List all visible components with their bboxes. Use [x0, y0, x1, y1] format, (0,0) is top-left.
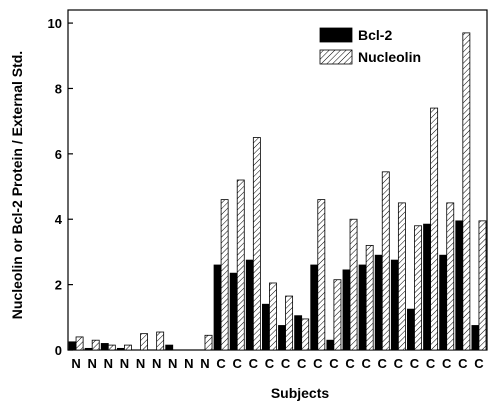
bar — [446, 202, 455, 351]
x-tick-label: N — [136, 356, 145, 371]
y-tick-label: 4 — [55, 212, 63, 227]
x-tick-label: N — [184, 356, 193, 371]
y-tick-label: 0 — [55, 343, 62, 358]
plot-frame — [67, 9, 488, 351]
bar — [358, 264, 367, 351]
x-tick-label: C — [426, 356, 436, 371]
x-tick-label: N — [71, 356, 80, 371]
x-axis-label: Subjects — [271, 385, 330, 401]
x-tick-label: N — [120, 356, 129, 371]
x-tick-label: C — [313, 356, 323, 371]
x-tick-label: C — [297, 356, 307, 371]
legend-swatch — [319, 49, 353, 65]
bar — [107, 344, 116, 351]
bar — [124, 344, 132, 351]
x-tick-label: N — [152, 356, 161, 371]
x-tick-label: N — [104, 356, 113, 371]
bar — [165, 344, 174, 351]
bar — [278, 325, 286, 351]
x-tick-label: N — [87, 356, 96, 371]
bar — [68, 341, 77, 351]
bar — [294, 315, 303, 351]
bar — [390, 259, 399, 351]
bar — [204, 334, 213, 351]
bar — [75, 336, 84, 351]
x-tick-label: C — [442, 356, 452, 371]
bar — [317, 199, 326, 351]
bar — [455, 220, 464, 351]
y-tick-label: 2 — [55, 278, 62, 293]
y-tick-label: 10 — [48, 16, 62, 31]
y-axis-label: Nucleolin or Bcl-2 Protein / External St… — [9, 51, 25, 319]
y-tick-label: 8 — [55, 81, 62, 96]
bar — [301, 318, 310, 351]
bar — [365, 244, 374, 351]
bar — [140, 333, 148, 351]
x-tick-label: C — [458, 356, 468, 371]
bar — [269, 282, 277, 351]
x-tick-label: C — [378, 356, 388, 371]
x-tick-label: C — [265, 356, 275, 371]
bar — [236, 179, 245, 351]
x-tick-label: C — [216, 356, 226, 371]
bar — [430, 107, 439, 351]
x-tick-label: C — [329, 356, 339, 371]
bar — [439, 254, 448, 351]
x-tick-label: C — [249, 356, 259, 371]
bar — [397, 202, 406, 351]
bar — [326, 339, 335, 351]
legend-swatch — [319, 27, 353, 43]
bar — [478, 220, 487, 351]
bar — [342, 269, 351, 351]
bar — [423, 223, 431, 351]
bar — [349, 218, 358, 351]
bar — [252, 137, 261, 351]
bar — [100, 343, 109, 351]
x-tick-label: N — [168, 356, 177, 371]
bar — [285, 295, 294, 351]
bar — [220, 199, 229, 351]
bar — [462, 32, 471, 351]
x-tick-label: C — [361, 356, 371, 371]
x-tick-label: C — [233, 356, 243, 371]
bar — [84, 347, 93, 351]
legend-label: Nucleolin — [358, 49, 421, 65]
bar — [213, 264, 222, 351]
x-tick-label: C — [281, 356, 291, 371]
bar — [261, 303, 270, 351]
bar — [374, 254, 383, 351]
bar — [91, 339, 100, 351]
x-tick-label: C — [410, 356, 420, 371]
bar — [245, 259, 254, 351]
bar — [414, 225, 422, 351]
y-tick-label: 6 — [55, 147, 62, 162]
x-tick-label: N — [200, 356, 209, 371]
bar — [229, 272, 238, 351]
bar — [156, 331, 165, 351]
bar — [471, 325, 480, 351]
bar — [381, 171, 390, 351]
bar — [333, 279, 342, 351]
x-tick-label: C — [345, 356, 355, 371]
x-tick-label: C — [394, 356, 404, 371]
legend-label: Bcl-2 — [358, 27, 392, 43]
x-tick-label: C — [474, 356, 484, 371]
bar — [407, 308, 415, 351]
bar — [116, 347, 125, 351]
bar — [310, 264, 319, 351]
